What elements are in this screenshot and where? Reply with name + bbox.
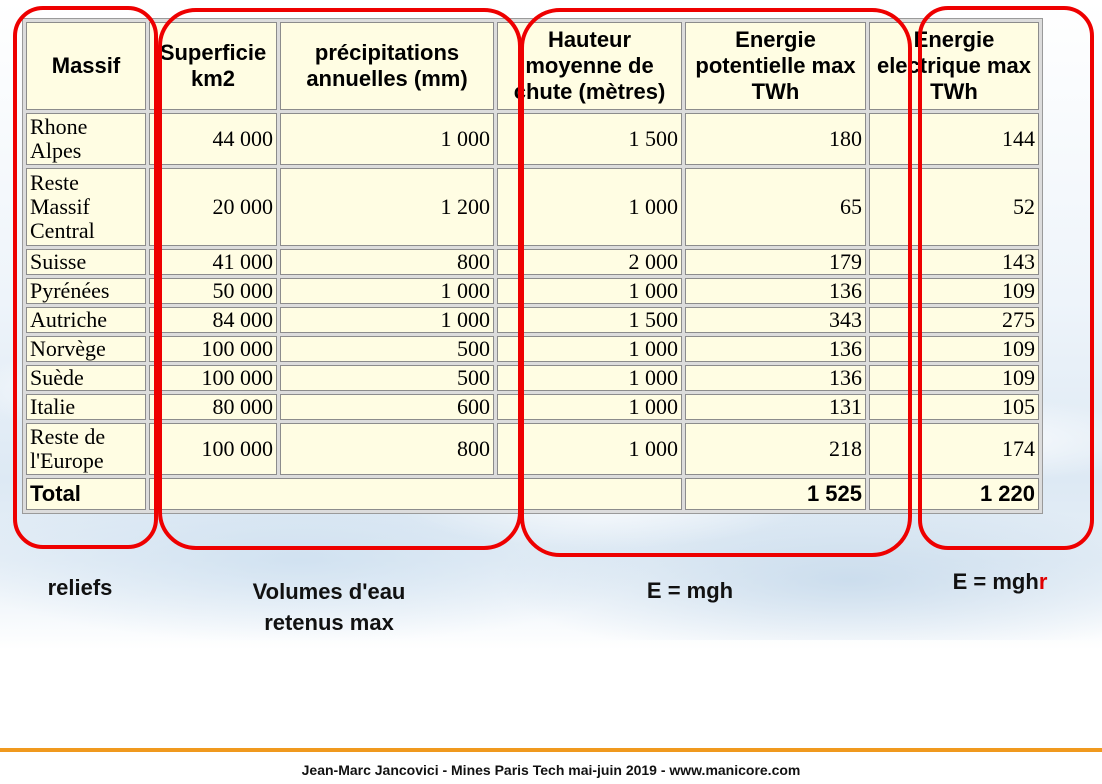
cell-massif: Rhone Alpes [26,113,146,165]
caption-emghr: E = mghr [910,566,1090,597]
cell-energie-electrique: 109 [869,278,1039,304]
cell-hauteur: 1 000 [497,423,682,475]
cell-energie-electrique: 174 [869,423,1039,475]
cell-precipitations: 500 [280,365,494,391]
cell-total-energie-electrique: 1 220 [869,478,1039,510]
cell-energie-potentielle: 136 [685,365,866,391]
cell-energie-electrique: 52 [869,168,1039,246]
cell-energie-potentielle: 65 [685,168,866,246]
cell-superficie: 100 000 [149,365,277,391]
cell-precipitations: 1 000 [280,113,494,165]
cell-superficie: 41 000 [149,249,277,275]
caption-reliefs-text: reliefs [47,575,113,600]
cell-hauteur: 2 000 [497,249,682,275]
cell-massif: Pyrénées [26,278,146,304]
header-energie-electrique: Energie electrique max TWh [869,22,1039,110]
cell-hauteur: 1 000 [497,278,682,304]
cell-massif: Norvège [26,336,146,362]
cell-hauteur: 1 000 [497,394,682,420]
cell-superficie: 84 000 [149,307,277,333]
cell-energie-electrique: 109 [869,365,1039,391]
cell-superficie: 44 000 [149,113,277,165]
cell-hauteur: 1 500 [497,307,682,333]
table-header-row: Massif Superficie km2 précipitations ann… [26,22,1039,110]
footer-divider [0,748,1102,752]
table-row: Pyrénées 50 000 1 000 1 000 136 109 [26,278,1039,304]
table-row: Italie 80 000 600 1 000 131 105 [26,394,1039,420]
table-row: Rhone Alpes 44 000 1 000 1 500 180 144 [26,113,1039,165]
caption-emgh-text: E = mgh [646,578,734,603]
table-row: Reste de l'Europe 100 000 800 1 000 218 … [26,423,1039,475]
table-row: Suède 100 000 500 1 000 136 109 [26,365,1039,391]
caption-emghr-suffix: r [1038,569,1048,594]
header-superficie: Superficie km2 [149,22,277,110]
cell-massif: Reste Massif Central [26,168,146,246]
cell-energie-potentielle: 179 [685,249,866,275]
cell-precipitations: 1 000 [280,307,494,333]
caption-volumes: Volumes d'eau retenus max [205,576,453,638]
cell-energie-electrique: 109 [869,336,1039,362]
header-hauteur: Hauteur moyenne de chute (mètres) [497,22,682,110]
cell-superficie: 100 000 [149,336,277,362]
cell-massif: Suède [26,365,146,391]
cell-hauteur: 1 500 [497,113,682,165]
header-energie-potentielle: Energie potentielle max TWh [685,22,866,110]
table-total-row: Total 1 525 1 220 [26,478,1039,510]
cell-energie-electrique: 105 [869,394,1039,420]
cell-energie-potentielle: 131 [685,394,866,420]
cell-superficie: 20 000 [149,168,277,246]
caption-reliefs: reliefs [20,572,140,603]
cell-superficie: 80 000 [149,394,277,420]
cell-energie-electrique: 144 [869,113,1039,165]
cell-energie-potentielle: 136 [685,278,866,304]
cell-massif: Italie [26,394,146,420]
caption-emghr-prefix: E = mgh [952,569,1039,594]
header-precipitations: précipitations annuelles (mm) [280,22,494,110]
cell-precipitations: 1 000 [280,278,494,304]
cell-hauteur: 1 000 [497,336,682,362]
cell-precipitations: 800 [280,249,494,275]
cell-energie-electrique: 143 [869,249,1039,275]
cell-massif: Autriche [26,307,146,333]
cell-energie-potentielle: 343 [685,307,866,333]
cell-total-empty [149,478,682,510]
cell-energie-potentielle: 218 [685,423,866,475]
cell-massif: Suisse [26,249,146,275]
cell-energie-potentielle: 180 [685,113,866,165]
cell-energie-electrique: 275 [869,307,1039,333]
cell-superficie: 50 000 [149,278,277,304]
cell-hauteur: 1 000 [497,365,682,391]
cell-energie-potentielle: 136 [685,336,866,362]
caption-volumes-line1: Volumes d'eau [252,579,406,604]
cell-total-label: Total [26,478,146,510]
cell-massif: Reste de l'Europe [26,423,146,475]
cell-hauteur: 1 000 [497,168,682,246]
cell-total-energie-potentielle: 1 525 [685,478,866,510]
footer-credit: Jean-Marc Jancovici - Mines Paris Tech m… [301,762,801,778]
hydro-energy-table: Massif Superficie km2 précipitations ann… [22,18,1043,514]
cell-precipitations: 600 [280,394,494,420]
table-row: Suisse 41 000 800 2 000 179 143 [26,249,1039,275]
cell-precipitations: 800 [280,423,494,475]
caption-volumes-line2: retenus max [264,610,394,635]
cell-precipitations: 500 [280,336,494,362]
cell-superficie: 100 000 [149,423,277,475]
table-row: Reste Massif Central 20 000 1 200 1 000 … [26,168,1039,246]
table-row: Norvège 100 000 500 1 000 136 109 [26,336,1039,362]
cell-precipitations: 1 200 [280,168,494,246]
caption-emgh: E = mgh [600,575,780,606]
table-row: Autriche 84 000 1 000 1 500 343 275 [26,307,1039,333]
header-massif: Massif [26,22,146,110]
